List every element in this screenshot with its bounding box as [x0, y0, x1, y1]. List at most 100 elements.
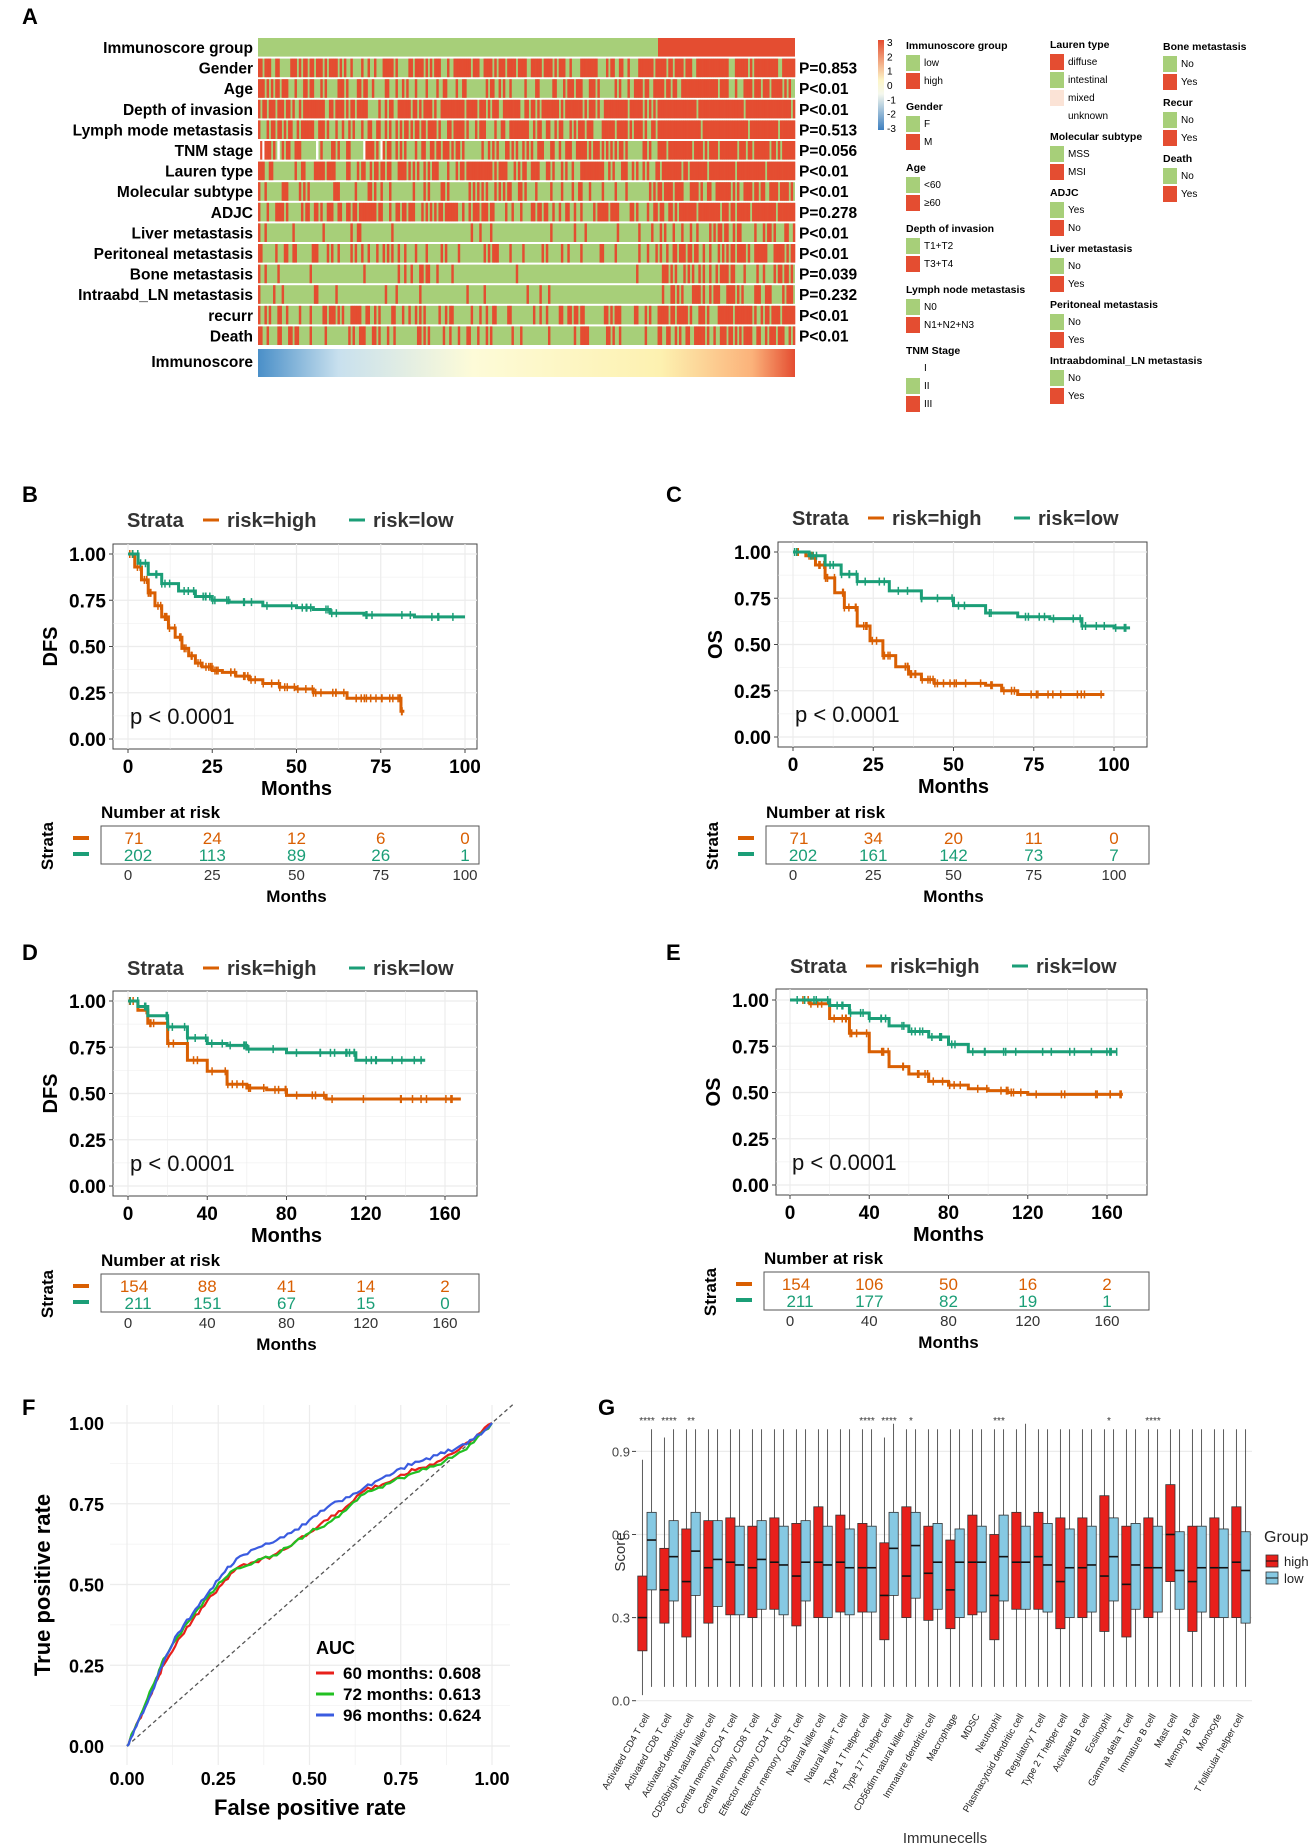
heatmap-cell — [743, 326, 746, 345]
heatmap-cell — [277, 326, 280, 345]
heatmap-cell — [356, 223, 360, 242]
heatmap-cell — [638, 244, 641, 263]
heatmap-cell — [728, 141, 731, 160]
heatmap-cell — [462, 161, 465, 181]
heatmap-cell — [790, 244, 794, 263]
heatmap-cell — [399, 161, 403, 181]
heatmap-cell — [792, 326, 796, 345]
heatmap-cell — [425, 58, 428, 78]
heatmap-cell — [496, 244, 499, 263]
heatmap-cell — [303, 79, 306, 98]
heatmap-cell — [258, 120, 261, 139]
heatmap-cell — [614, 305, 618, 325]
heatmap-cell — [580, 161, 583, 181]
heatmap-cell — [352, 120, 355, 139]
heatmap-cell — [558, 141, 562, 160]
heatmap-cell — [741, 244, 744, 263]
heatmap-cell — [605, 141, 609, 160]
heatmap-cell — [354, 182, 358, 201]
heatmap-cell — [563, 79, 566, 98]
risk-count-high: 6 — [376, 829, 385, 848]
heatmap-cell — [629, 202, 633, 222]
heatmap-cell — [640, 58, 643, 78]
heatmap-cell — [382, 244, 386, 263]
heatmap-cell — [356, 305, 360, 325]
heatmap-cell — [539, 202, 542, 222]
heatmap-cell — [698, 120, 701, 139]
heatmap-cell — [610, 202, 613, 222]
heatmap-cell — [616, 223, 620, 242]
heatmap-cell — [494, 182, 497, 201]
heatmap-cell — [713, 161, 716, 181]
heatmap-cell — [593, 79, 596, 98]
panel-label-d: D — [22, 940, 38, 965]
heatmap-cell — [661, 79, 665, 98]
heatmap-cell — [494, 58, 497, 78]
heatmap-cell — [479, 120, 482, 139]
heatmap-cell — [709, 141, 712, 160]
heatmap-cell — [296, 120, 300, 139]
heatmap-cell — [575, 99, 579, 119]
legend-group-title: Peritoneal metastasis — [1050, 299, 1158, 311]
heatmap-cell — [537, 161, 540, 181]
panel-label-b: B — [22, 482, 38, 507]
heatmap-cell — [681, 202, 684, 222]
x-axis-title: Months — [913, 1224, 984, 1246]
heatmap-row-label: Death — [210, 328, 253, 345]
heatmap-cell — [582, 326, 585, 345]
heatmap-cell — [694, 244, 697, 263]
legend-item-label: Yes — [1068, 391, 1084, 402]
heatmap-cell — [593, 58, 596, 78]
heatmap-cell — [545, 202, 549, 222]
heatmap-cell — [779, 182, 783, 201]
heatmap-cell — [728, 285, 731, 304]
heatmap-p-value: P=0.278 — [799, 205, 858, 222]
heatmap-cell — [737, 99, 740, 119]
heatmap-cell — [307, 99, 310, 119]
heatmap-cell — [376, 120, 379, 139]
heatmap-cell — [700, 326, 703, 345]
heatmap-cell — [502, 79, 506, 98]
heatmap-cell — [425, 202, 428, 222]
heatmap-cell — [313, 99, 317, 119]
heatmap-cell — [726, 202, 729, 222]
heatmap-cell — [436, 141, 439, 160]
heatmap-cell — [603, 305, 607, 325]
heatmap-cell — [666, 305, 669, 325]
heatmap-cell — [258, 99, 261, 119]
heatmap-cell — [558, 120, 562, 139]
heatmap-cell — [739, 99, 742, 119]
box-low — [1064, 1528, 1075, 1618]
heatmap-cell — [346, 141, 349, 160]
heatmap-cell — [670, 264, 673, 284]
heatmap-cell — [459, 120, 463, 139]
heatmap-cell — [318, 161, 321, 181]
heatmap-cell — [498, 79, 502, 98]
box-low — [888, 1511, 899, 1596]
heatmap-cell — [455, 120, 459, 139]
heatmap-cell — [397, 161, 401, 181]
heatmap-cell — [721, 264, 725, 284]
heatmap-cell — [696, 79, 699, 98]
y-axis-title: OS — [705, 630, 727, 659]
heatmap-cell — [341, 79, 345, 98]
heatmap-cell — [442, 182, 446, 201]
heatmap-cell — [419, 264, 422, 284]
heatmap-cell — [532, 202, 536, 222]
heatmap-cell — [792, 120, 796, 139]
heatmap-cell — [661, 99, 665, 119]
heatmap-cell — [629, 99, 633, 119]
heatmap-cell — [754, 285, 757, 304]
heatmap-cell — [281, 99, 285, 119]
heatmap-cell — [726, 79, 729, 98]
heatmap-cell — [571, 182, 575, 201]
heatmap-cell — [457, 58, 461, 78]
heatmap-cell — [779, 120, 783, 139]
heatmap-cell — [767, 202, 770, 222]
heatmap-cell — [646, 161, 650, 181]
heatmap-cell — [788, 326, 792, 345]
heatmap-cell — [605, 99, 609, 119]
heatmap-cell — [371, 326, 375, 345]
heatmap-cell — [369, 120, 373, 139]
heatmap-cell — [702, 58, 706, 78]
